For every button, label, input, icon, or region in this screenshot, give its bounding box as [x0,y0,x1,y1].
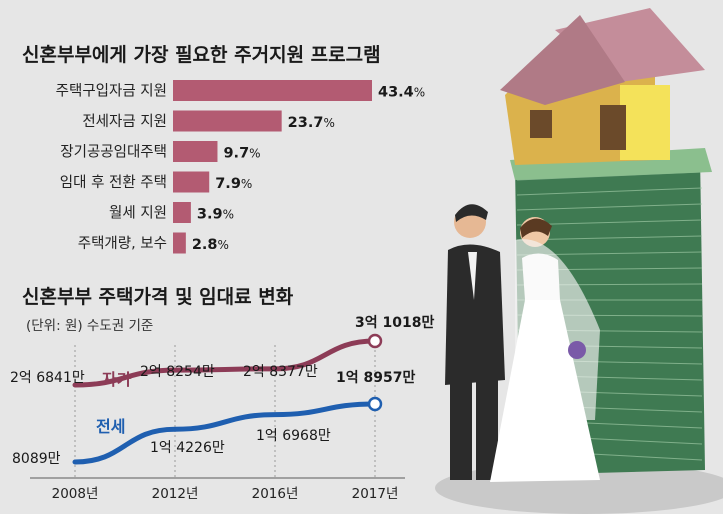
bar [173,110,282,132]
newlywed-couple-house-money-illustration [435,8,723,514]
point-value-label: 2억 6841만 [10,370,85,386]
bar [173,80,372,101]
bar-value-label: 9.7% [223,146,260,162]
series-end-point [367,396,383,412]
bar [173,202,191,223]
point-value-label: 1억 4226만 [150,440,225,456]
bar-value-label: 23.7% [288,115,335,131]
x-tick-label: 2008년 [52,486,99,502]
bar-unit-label: % [323,116,334,130]
bar-category-label: 월세 지원 [109,205,167,222]
bar-chart-support-programs: 신혼부부에게 가장 필요한 주거지원 프로그램 주택구입자금 지원 43.4% 전세… [22,43,425,254]
line-chart-subtitle: (단위: 원) 수도권 기준 [26,318,153,334]
series-line-jeonse [72,401,378,465]
x-tick-label: 2016년 [252,486,299,502]
bar-unit-label: % [218,238,229,252]
bar-category-label: 주택구입자금 지원 [56,83,167,100]
bar-value-label: 2.8% [192,237,229,253]
x-tick-label: 2017년 [352,486,399,502]
bar-category-label: 전세자금 지원 [82,113,167,130]
bar-category-label: 장기공공임대주택 [60,144,167,161]
bar [173,141,218,162]
point-value-label: 2억 8254만 [140,364,215,380]
bar-value-label: 7.9% [215,176,252,192]
x-tick-label: 2012년 [152,486,199,502]
line-chart-housing-costs: 신혼부부 주택가격 및 임대료 변화 (단위: 원) 수도권 기준 2008년 2… [10,285,434,502]
line-chart-title: 신혼부부 주택가격 및 임대료 변화 [22,285,294,308]
bar [173,232,186,254]
bar [173,171,210,193]
point-value-label: 1억 8957만 [336,370,415,386]
bar-unit-label: % [241,177,252,191]
bar-value-label: 43.4% [378,85,425,101]
bar-unit-label: % [249,147,260,161]
series-label-own: 자가 [102,370,132,389]
bar-unit-label: % [223,208,234,222]
point-value-label: 1억 6968만 [256,428,331,444]
bar-value-label: 3.9% [197,207,234,223]
bar-category-label: 임대 후 전환 주택 [60,174,167,191]
series-end-point [367,333,383,349]
bar-chart-title: 신혼부부에게 가장 필요한 주거지원 프로그램 [22,43,381,66]
bar-unit-label: % [414,86,425,100]
bar-category-label: 주택개량, 보수 [78,235,167,252]
point-value-label: 8089만 [12,451,61,467]
series-label-jeonse: 전세 [96,417,125,436]
point-value-label: 2억 8377만 [243,364,318,380]
series-line-own [72,338,378,388]
point-value-label: 3억 1018만 [355,315,434,331]
